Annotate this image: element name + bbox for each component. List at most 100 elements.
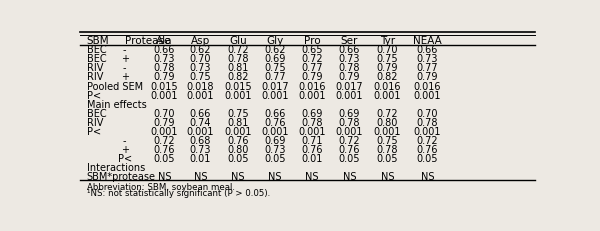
Text: P<: P<	[118, 153, 132, 163]
Text: 0.81: 0.81	[227, 117, 248, 127]
Text: 0.73: 0.73	[338, 54, 360, 64]
Text: SBM*protease: SBM*protease	[86, 171, 155, 181]
Text: BEC: BEC	[86, 108, 106, 118]
Text: 0.01: 0.01	[190, 153, 211, 163]
Text: 0.78: 0.78	[301, 117, 323, 127]
Text: 0.71: 0.71	[301, 135, 323, 145]
Text: 0.001: 0.001	[224, 90, 251, 100]
Text: 0.66: 0.66	[154, 45, 175, 55]
Text: 0.05: 0.05	[227, 153, 248, 163]
Text: 0.65: 0.65	[301, 45, 323, 55]
Text: Interactions: Interactions	[86, 162, 145, 172]
Text: 0.70: 0.70	[190, 54, 211, 64]
Text: 0.79: 0.79	[154, 117, 175, 127]
Text: 0.72: 0.72	[338, 135, 360, 145]
Text: 0.78: 0.78	[338, 63, 360, 73]
Text: 0.77: 0.77	[301, 63, 323, 73]
Text: 0.05: 0.05	[377, 153, 398, 163]
Text: 0.015: 0.015	[151, 81, 178, 91]
Text: 0.78: 0.78	[338, 117, 360, 127]
Text: P<: P<	[86, 90, 101, 100]
Text: NS: NS	[231, 171, 245, 181]
Text: +: +	[121, 72, 129, 82]
Text: 0.01: 0.01	[301, 153, 323, 163]
Text: 0.70: 0.70	[377, 45, 398, 55]
Text: 0.78: 0.78	[377, 144, 398, 154]
Text: -: -	[123, 45, 127, 55]
Text: 0.62: 0.62	[190, 45, 211, 55]
Text: 0.017: 0.017	[335, 81, 363, 91]
Text: 0.75: 0.75	[190, 72, 211, 82]
Text: 0.016: 0.016	[298, 81, 326, 91]
Text: NEAA: NEAA	[413, 36, 442, 46]
Text: Abbreviation: SBM, soybean meal.: Abbreviation: SBM, soybean meal.	[86, 182, 235, 191]
Text: 0.001: 0.001	[187, 126, 214, 136]
Text: 0.68: 0.68	[190, 135, 211, 145]
Text: RIV: RIV	[86, 72, 103, 82]
Text: 0.72: 0.72	[416, 135, 438, 145]
Text: -: -	[123, 135, 127, 145]
Text: 0.74: 0.74	[190, 117, 211, 127]
Text: NS: NS	[268, 171, 282, 181]
Text: 0.001: 0.001	[151, 90, 178, 100]
Text: 0.76: 0.76	[301, 144, 323, 154]
Text: 0.001: 0.001	[335, 126, 363, 136]
Text: NS: NS	[421, 171, 434, 181]
Text: 0.001: 0.001	[151, 126, 178, 136]
Text: 0.69: 0.69	[301, 108, 323, 118]
Text: Asp: Asp	[191, 36, 210, 46]
Text: 0.76: 0.76	[154, 144, 175, 154]
Text: 0.80: 0.80	[227, 144, 248, 154]
Text: 0.75: 0.75	[227, 108, 248, 118]
Text: 0.66: 0.66	[264, 108, 286, 118]
Text: 0.66: 0.66	[417, 45, 438, 55]
Text: 0.001: 0.001	[261, 90, 289, 100]
Text: Ala: Ala	[156, 36, 173, 46]
Text: 0.73: 0.73	[417, 54, 438, 64]
Text: 0.76: 0.76	[417, 144, 438, 154]
Text: 0.05: 0.05	[154, 153, 175, 163]
Text: 0.66: 0.66	[190, 108, 211, 118]
Text: BEC: BEC	[86, 45, 106, 55]
Text: 0.72: 0.72	[377, 108, 398, 118]
Text: RIV: RIV	[86, 63, 103, 73]
Text: 0.001: 0.001	[224, 126, 251, 136]
Text: 0.69: 0.69	[338, 108, 360, 118]
Text: 0.001: 0.001	[414, 90, 441, 100]
Text: Tyr: Tyr	[380, 36, 395, 46]
Text: Gly: Gly	[266, 36, 284, 46]
Text: BEC: BEC	[86, 54, 106, 64]
Text: 0.001: 0.001	[374, 90, 401, 100]
Text: 0.69: 0.69	[264, 135, 286, 145]
Text: 0.75: 0.75	[377, 54, 398, 64]
Text: Glu: Glu	[229, 36, 247, 46]
Text: 0.79: 0.79	[377, 63, 398, 73]
Text: 0.75: 0.75	[264, 63, 286, 73]
Text: +: +	[121, 144, 129, 154]
Text: 0.76: 0.76	[264, 117, 286, 127]
Text: Protease: Protease	[125, 36, 170, 46]
Text: 0.72: 0.72	[154, 135, 175, 145]
Text: 0.78: 0.78	[227, 54, 248, 64]
Text: 0.73: 0.73	[190, 63, 211, 73]
Text: 0.77: 0.77	[264, 72, 286, 82]
Text: 0.05: 0.05	[338, 153, 360, 163]
Text: 0.001: 0.001	[187, 90, 214, 100]
Text: 0.001: 0.001	[414, 126, 441, 136]
Text: 0.82: 0.82	[227, 72, 248, 82]
Text: 0.05: 0.05	[417, 153, 438, 163]
Text: Pooled SEM: Pooled SEM	[86, 81, 143, 91]
Text: 0.75: 0.75	[377, 135, 398, 145]
Text: 0.016: 0.016	[374, 81, 401, 91]
Text: P<: P<	[86, 126, 101, 136]
Text: 0.015: 0.015	[224, 81, 251, 91]
Text: -: -	[123, 63, 127, 73]
Text: 0.69: 0.69	[264, 54, 286, 64]
Text: 0.05: 0.05	[264, 153, 286, 163]
Text: 0.77: 0.77	[416, 63, 438, 73]
Text: 0.76: 0.76	[338, 144, 360, 154]
Text: 0.80: 0.80	[377, 117, 398, 127]
Text: 0.018: 0.018	[187, 81, 214, 91]
Text: 0.79: 0.79	[154, 72, 175, 82]
Text: 0.62: 0.62	[264, 45, 286, 55]
